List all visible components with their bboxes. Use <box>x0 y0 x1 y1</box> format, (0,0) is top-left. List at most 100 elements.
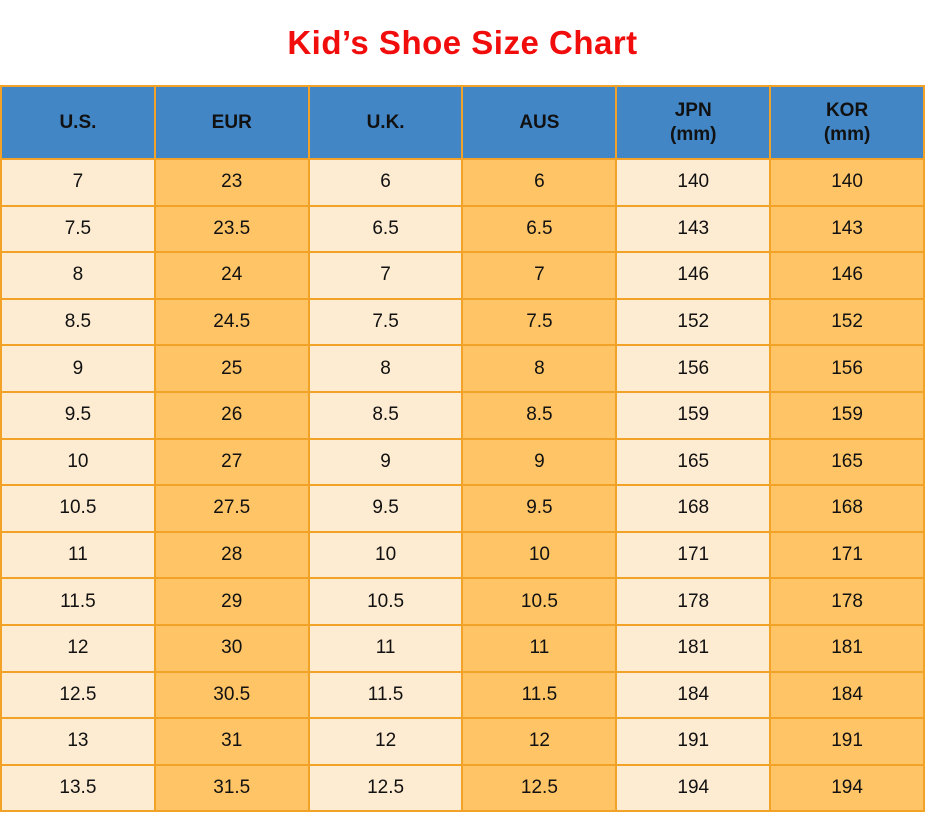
col-header-label: JPN <box>674 99 712 121</box>
table-cell: 11.5 <box>307 670 464 720</box>
table-cell: 152 <box>615 297 772 347</box>
table-row: 8.5 24.5 7.5 7.5 152 152 <box>0 297 925 347</box>
table-cell: 8 <box>461 344 618 393</box>
col-header-us: U.S. <box>0 85 156 160</box>
table-cell: 23 <box>153 158 310 207</box>
table-cell: 7 <box>461 251 618 300</box>
table-cell: 171 <box>769 530 925 580</box>
table-cell: 12.5 <box>307 763 464 813</box>
table-cell: 11.5 <box>461 670 618 720</box>
table-cell: 8 <box>0 251 156 300</box>
table-cell: 143 <box>615 204 772 254</box>
table-cell: 140 <box>615 158 772 207</box>
table-row: 13.5 31.5 12.5 12.5 194 194 <box>0 763 925 813</box>
table-cell: 13.5 <box>0 763 156 813</box>
table-cell: 8 <box>307 344 464 393</box>
table-cell: 6.5 <box>461 204 618 254</box>
table-cell: 11 <box>307 623 464 673</box>
table-cell: 181 <box>769 623 925 673</box>
table-cell: 10.5 <box>461 577 618 626</box>
table-cell: 23.5 <box>153 204 310 254</box>
table-row: 9.5 26 8.5 8.5 159 159 <box>0 390 925 440</box>
table-cell: 9.5 <box>0 390 156 440</box>
table-row: 13 31 12 12 191 191 <box>0 717 925 766</box>
table-row: 8 24 7 7 146 146 <box>0 251 925 300</box>
table-body: 7 23 6 6 140 140 7.5 23.5 6.5 6.5 143 143 8 24 7 7 146 14… <box>0 158 925 813</box>
table-cell: 143 <box>769 204 925 254</box>
table-cell: 7 <box>0 158 156 207</box>
table-cell: 27.5 <box>153 484 310 533</box>
col-header-aus: AUS <box>461 85 618 160</box>
table-cell: 178 <box>615 577 772 626</box>
table-cell: 25 <box>153 344 310 393</box>
col-header-label: AUS <box>519 111 560 133</box>
table-cell: 9.5 <box>307 484 464 533</box>
table-cell: 27 <box>153 437 310 487</box>
table-row: 10 27 9 9 165 165 <box>0 437 925 487</box>
table-row: 12 30 11 11 181 181 <box>0 623 925 673</box>
col-header-uk: U.K. <box>307 85 464 160</box>
col-header-label: KOR <box>825 99 869 121</box>
table-cell: 10.5 <box>0 484 156 533</box>
page-title: Kid’s Shoe Size Chart <box>287 23 638 61</box>
table-row: 11.5 29 10.5 10.5 178 178 <box>0 577 925 626</box>
header-row: U.S. EUR U.K. AUS JPN (mm) KOR (mm) <box>0 85 925 160</box>
table-cell: 10.5 <box>307 577 464 626</box>
table-cell: 7.5 <box>461 297 618 347</box>
title-bar: Kid’s Shoe Size Chart <box>0 0 925 85</box>
table-cell: 7 <box>307 251 464 300</box>
table-row: 7.5 23.5 6.5 6.5 143 143 <box>0 204 925 254</box>
table-cell: 29 <box>153 577 310 626</box>
table-cell: 12 <box>0 623 156 673</box>
table-cell: 184 <box>769 670 925 720</box>
table-cell: 10 <box>0 437 156 487</box>
table-cell: 30.5 <box>153 670 310 720</box>
table-cell: 6.5 <box>307 204 464 254</box>
table-cell: 12 <box>307 717 464 766</box>
table-cell: 7.5 <box>307 297 464 347</box>
table-cell: 28 <box>153 530 310 580</box>
table-row: 9 25 8 8 156 156 <box>0 344 925 393</box>
table-cell: 140 <box>769 158 925 207</box>
table-cell: 9.5 <box>461 484 618 533</box>
table-cell: 191 <box>769 717 925 766</box>
table-cell: 31.5 <box>153 763 310 813</box>
table-cell: 9 <box>0 344 156 393</box>
table-cell: 30 <box>153 623 310 673</box>
table-row: 7 23 6 6 140 140 <box>0 158 925 207</box>
table-cell: 156 <box>615 344 772 393</box>
table-cell: 152 <box>769 297 925 347</box>
table-cell: 168 <box>769 484 925 533</box>
col-header-label: U.K. <box>366 111 405 133</box>
table-cell: 159 <box>615 390 772 440</box>
table-cell: 194 <box>615 763 772 813</box>
col-header-label: EUR <box>211 111 252 133</box>
table-cell: 26 <box>153 390 310 440</box>
table-cell: 24.5 <box>153 297 310 347</box>
table-cell: 184 <box>615 670 772 720</box>
col-header-jpn: JPN (mm) <box>615 85 772 160</box>
table-row: 12.5 30.5 11.5 11.5 184 184 <box>0 670 925 720</box>
table-cell: 8.5 <box>0 297 156 347</box>
table-cell: 156 <box>769 344 925 393</box>
table-cell: 31 <box>153 717 310 766</box>
table-cell: 146 <box>615 251 772 300</box>
table-cell: 10 <box>307 530 464 580</box>
table-cell: 146 <box>769 251 925 300</box>
table-cell: 9 <box>307 437 464 487</box>
table-cell: 7.5 <box>0 204 156 254</box>
table-header: U.S. EUR U.K. AUS JPN (mm) KOR (mm) <box>0 85 925 160</box>
table-cell: 181 <box>615 623 772 673</box>
col-header-sub: (mm) <box>670 123 717 145</box>
table-row: 11 28 10 10 171 171 <box>0 530 925 580</box>
col-header-kor: KOR (mm) <box>769 85 925 160</box>
col-header-eur: EUR <box>153 85 310 160</box>
table-cell: 165 <box>615 437 772 487</box>
table-cell: 8.5 <box>461 390 618 440</box>
table-cell: 11.5 <box>0 577 156 626</box>
table-row: 10.5 27.5 9.5 9.5 168 168 <box>0 484 925 533</box>
table-cell: 9 <box>461 437 618 487</box>
table-cell: 165 <box>769 437 925 487</box>
shoe-size-table: U.S. EUR U.K. AUS JPN (mm) KOR (mm) <box>0 85 925 813</box>
table-cell: 13 <box>0 717 156 766</box>
